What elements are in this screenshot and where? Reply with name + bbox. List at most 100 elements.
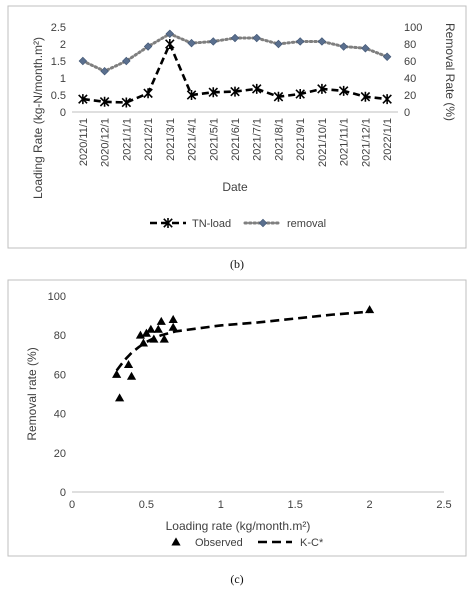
y2-tick-label: 20 <box>404 90 416 102</box>
removal-point <box>252 33 261 43</box>
observed-point <box>138 338 149 347</box>
y-axis-title: Loading Rate (kg-N/month.m²) <box>31 37 45 199</box>
tn-load-point <box>382 94 392 105</box>
y-tick-label: 100 <box>48 291 66 303</box>
observed-point <box>115 393 125 402</box>
x-tick-label: 2021/8/1 <box>273 118 285 161</box>
removal-point <box>100 66 109 76</box>
y2-tick-label: 40 <box>404 73 416 85</box>
x-tick-label: 2020/11/1 <box>78 118 90 166</box>
y-axis-title: Removal rate (%) <box>25 347 39 440</box>
x-tick-label: 2021/2/1 <box>143 118 155 161</box>
removal-point <box>295 37 305 46</box>
y-tick-label: 80 <box>54 330 66 342</box>
legend-kc-label: K-C* <box>300 537 324 549</box>
y-tick-label: 20 <box>54 448 66 460</box>
x-axis-title: Loading rate (kg/month.m²) <box>166 519 311 533</box>
observed-point <box>168 314 178 323</box>
x-tick-label: 2021/4/1 <box>187 118 199 161</box>
removal-point <box>339 42 348 51</box>
tn-load-point <box>186 90 197 100</box>
y-tick-label: 0 <box>60 487 66 499</box>
tn-load-point <box>230 86 240 97</box>
y2-tick-label: 60 <box>404 56 416 68</box>
removal-point <box>209 37 218 46</box>
removal-point <box>165 29 175 39</box>
chart-b-frame <box>7 5 467 249</box>
observed-point <box>146 324 156 333</box>
tn-load-point <box>165 39 175 49</box>
removal-point <box>274 39 283 49</box>
observed-point <box>168 322 178 331</box>
y-tick-label: 40 <box>54 409 66 421</box>
x-tick-label: 0.5 <box>139 499 154 511</box>
y-tick-label: 2 <box>60 39 66 51</box>
observed-point <box>365 305 375 314</box>
x-tick-label: 2021/12/1 <box>360 118 372 167</box>
y-tick-label: 2.5 <box>51 22 66 34</box>
observed-point <box>159 334 169 343</box>
x-tick-label: 2021/11/1 <box>339 118 351 166</box>
legend-tn-load-marker <box>163 218 173 228</box>
caption-c: (c) <box>230 572 244 586</box>
tn-load-point <box>338 85 349 96</box>
x-tick-label: 2021/7/1 <box>252 118 264 161</box>
x-tick-label: 2021/1/1 <box>121 118 133 161</box>
x-tick-label: 2021/6/1 <box>230 118 242 161</box>
y-tick-label: 60 <box>54 369 66 381</box>
y2-tick-label: 100 <box>404 22 422 34</box>
y2-tick-label: 80 <box>404 39 416 51</box>
x-tick-label: 2021/10/1 <box>317 118 329 167</box>
observed-point <box>112 369 122 378</box>
y-tick-label: 0.5 <box>51 90 66 102</box>
x-axis-title: Date <box>222 180 248 194</box>
x-tick-label: 1 <box>218 499 224 511</box>
removal-point <box>122 56 131 66</box>
y2-tick-label: 0 <box>404 107 410 119</box>
chart-c: 0 20 40 60 80 100 0 0.5 1 1.5 2 2.5 Removal rate (%)… <box>7 279 467 557</box>
kc-curve <box>115 310 370 372</box>
tn-load-point <box>295 88 305 99</box>
removal-point <box>317 37 327 46</box>
removal-point <box>187 38 196 48</box>
chart-b: 0 0.5 1 1.5 2 2.5 0 20 40 60 80 100 2020/11/1 2020/12… <box>7 5 467 249</box>
removal-point <box>78 56 88 66</box>
tn-load-point <box>251 83 262 94</box>
tn-load-point <box>143 88 153 99</box>
legend-observed-marker <box>171 537 181 546</box>
removal-point <box>361 44 370 53</box>
observed-point <box>149 334 159 343</box>
x-tick-label: 2022/1/1 <box>382 118 394 161</box>
tn-load-point <box>317 83 327 94</box>
y-tick-label: 1.5 <box>51 56 66 68</box>
removal-point <box>230 33 240 43</box>
observed-point <box>126 371 137 380</box>
x-tick-label: 2021/3/1 <box>165 118 177 161</box>
tn-load-point <box>360 91 371 102</box>
legend-removal-marker <box>258 218 268 228</box>
x-tick-label: 2.5 <box>436 499 451 511</box>
tn-load-point <box>121 97 132 108</box>
chart-c-frame <box>7 279 467 557</box>
caption-b: (b) <box>230 257 244 271</box>
removal-point <box>143 42 153 51</box>
observed-point <box>156 316 166 325</box>
y-tick-label: 0 <box>60 107 66 119</box>
y-tick-label: 1 <box>60 73 66 85</box>
tn-load-point <box>78 94 88 105</box>
observed-point <box>153 324 163 333</box>
tn-load-point <box>208 87 219 98</box>
legend-tn-load-label: TN-load <box>192 218 231 230</box>
x-tick-label: 0 <box>69 499 75 511</box>
removal-point <box>382 52 392 61</box>
x-tick-label: 2021/9/1 <box>295 118 307 161</box>
x-tick-label: 2 <box>367 499 373 511</box>
x-tick-label: 2021/5/1 <box>208 118 220 161</box>
x-tick-label: 1.5 <box>288 499 303 511</box>
legend-observed-label: Observed <box>195 537 243 549</box>
observed-point <box>123 360 134 369</box>
tn-load-point <box>273 91 284 102</box>
y2-axis-title: Removal Rate (%) <box>443 23 457 121</box>
tn-load-point <box>99 96 110 107</box>
